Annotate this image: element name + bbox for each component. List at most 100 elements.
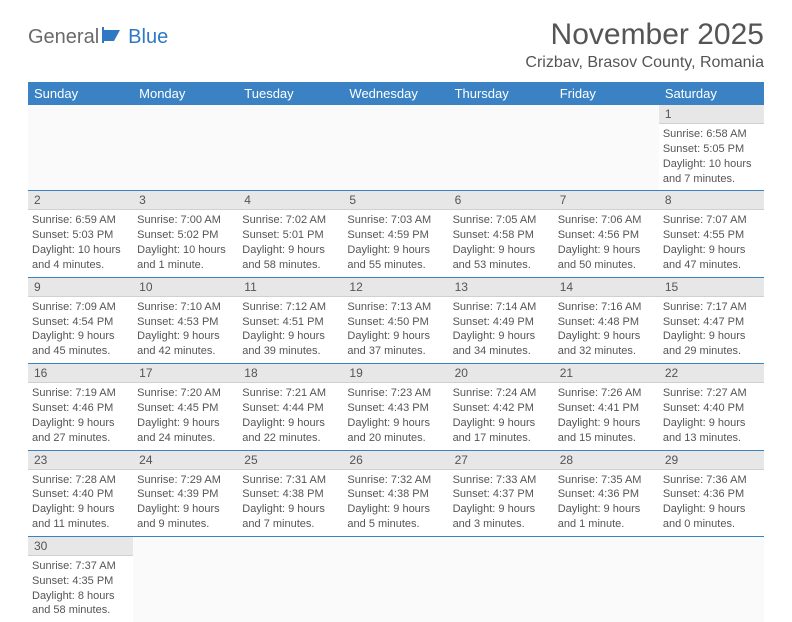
calendar-grid: SundayMondayTuesdayWednesdayThursdayFrid… bbox=[28, 82, 764, 622]
daylight-line: Daylight: 9 hours and 50 minutes. bbox=[558, 243, 655, 273]
calendar-day-cell: 11Sunrise: 7:12 AMSunset: 4:51 PMDayligh… bbox=[238, 277, 343, 363]
sunset-line: Sunset: 4:59 PM bbox=[347, 228, 444, 243]
calendar-day-cell: 14Sunrise: 7:16 AMSunset: 4:48 PMDayligh… bbox=[554, 277, 659, 363]
day-details: Sunrise: 7:13 AMSunset: 4:50 PMDaylight:… bbox=[343, 297, 448, 363]
day-number: 29 bbox=[659, 451, 764, 470]
day-details: Sunrise: 7:27 AMSunset: 4:40 PMDaylight:… bbox=[659, 383, 764, 449]
calendar-day-cell: 7Sunrise: 7:06 AMSunset: 4:56 PMDaylight… bbox=[554, 191, 659, 277]
day-details: Sunrise: 7:16 AMSunset: 4:48 PMDaylight:… bbox=[554, 297, 659, 363]
sunrise-line: Sunrise: 7:12 AM bbox=[242, 300, 339, 315]
calendar-empty-cell bbox=[659, 536, 764, 622]
sunrise-line: Sunrise: 7:35 AM bbox=[558, 473, 655, 488]
day-details: Sunrise: 7:29 AMSunset: 4:39 PMDaylight:… bbox=[133, 470, 238, 536]
sunrise-line: Sunrise: 7:24 AM bbox=[453, 386, 550, 401]
sunrise-line: Sunrise: 7:26 AM bbox=[558, 386, 655, 401]
day-number: 15 bbox=[659, 278, 764, 297]
day-details: Sunrise: 6:58 AMSunset: 5:05 PMDaylight:… bbox=[659, 124, 764, 190]
day-details: Sunrise: 7:17 AMSunset: 4:47 PMDaylight:… bbox=[659, 297, 764, 363]
calendar-empty-cell bbox=[449, 105, 554, 191]
sunset-line: Sunset: 4:37 PM bbox=[453, 487, 550, 502]
sunset-line: Sunset: 5:03 PM bbox=[32, 228, 129, 243]
calendar-header-row: SundayMondayTuesdayWednesdayThursdayFrid… bbox=[28, 82, 764, 105]
day-number: 13 bbox=[449, 278, 554, 297]
daylight-line: Daylight: 9 hours and 11 minutes. bbox=[32, 502, 129, 532]
day-number: 8 bbox=[659, 191, 764, 210]
calendar-empty-cell bbox=[133, 105, 238, 191]
calendar-day-cell: 26Sunrise: 7:32 AMSunset: 4:38 PMDayligh… bbox=[343, 450, 448, 536]
calendar-day-cell: 8Sunrise: 7:07 AMSunset: 4:55 PMDaylight… bbox=[659, 191, 764, 277]
daylight-line: Daylight: 9 hours and 42 minutes. bbox=[137, 329, 234, 359]
day-number: 14 bbox=[554, 278, 659, 297]
sunset-line: Sunset: 4:55 PM bbox=[663, 228, 760, 243]
sunrise-line: Sunrise: 7:07 AM bbox=[663, 213, 760, 228]
calendar-empty-cell bbox=[343, 536, 448, 622]
day-details: Sunrise: 7:26 AMSunset: 4:41 PMDaylight:… bbox=[554, 383, 659, 449]
daylight-line: Daylight: 10 hours and 4 minutes. bbox=[32, 243, 129, 273]
daylight-line: Daylight: 9 hours and 39 minutes. bbox=[242, 329, 339, 359]
calendar-day-cell: 5Sunrise: 7:03 AMSunset: 4:59 PMDaylight… bbox=[343, 191, 448, 277]
calendar-day-cell: 3Sunrise: 7:00 AMSunset: 5:02 PMDaylight… bbox=[133, 191, 238, 277]
day-details: Sunrise: 7:32 AMSunset: 4:38 PMDaylight:… bbox=[343, 470, 448, 536]
daylight-line: Daylight: 9 hours and 17 minutes. bbox=[453, 416, 550, 446]
calendar-day-cell: 10Sunrise: 7:10 AMSunset: 4:53 PMDayligh… bbox=[133, 277, 238, 363]
day-number: 12 bbox=[343, 278, 448, 297]
logo-text-blue: Blue bbox=[128, 26, 168, 49]
weekday-header: Thursday bbox=[449, 82, 554, 105]
day-details: Sunrise: 7:02 AMSunset: 5:01 PMDaylight:… bbox=[238, 210, 343, 276]
day-details: Sunrise: 7:31 AMSunset: 4:38 PMDaylight:… bbox=[238, 470, 343, 536]
sunset-line: Sunset: 5:05 PM bbox=[663, 142, 760, 157]
sunset-line: Sunset: 4:54 PM bbox=[32, 315, 129, 330]
calendar-empty-cell bbox=[554, 105, 659, 191]
day-details: Sunrise: 7:14 AMSunset: 4:49 PMDaylight:… bbox=[449, 297, 554, 363]
day-number: 20 bbox=[449, 364, 554, 383]
calendar-day-cell: 22Sunrise: 7:27 AMSunset: 4:40 PMDayligh… bbox=[659, 364, 764, 450]
sunset-line: Sunset: 4:53 PM bbox=[137, 315, 234, 330]
sunrise-line: Sunrise: 7:10 AM bbox=[137, 300, 234, 315]
sunset-line: Sunset: 4:43 PM bbox=[347, 401, 444, 416]
calendar-empty-cell bbox=[238, 105, 343, 191]
sunset-line: Sunset: 4:36 PM bbox=[558, 487, 655, 502]
sunset-line: Sunset: 4:39 PM bbox=[137, 487, 234, 502]
day-number: 26 bbox=[343, 451, 448, 470]
day-details: Sunrise: 7:10 AMSunset: 4:53 PMDaylight:… bbox=[133, 297, 238, 363]
daylight-line: Daylight: 9 hours and 22 minutes. bbox=[242, 416, 339, 446]
day-details: Sunrise: 7:23 AMSunset: 4:43 PMDaylight:… bbox=[343, 383, 448, 449]
day-number: 16 bbox=[28, 364, 133, 383]
sunrise-line: Sunrise: 7:37 AM bbox=[32, 559, 129, 574]
sunrise-line: Sunrise: 7:29 AM bbox=[137, 473, 234, 488]
day-details: Sunrise: 6:59 AMSunset: 5:03 PMDaylight:… bbox=[28, 210, 133, 276]
sunrise-line: Sunrise: 7:13 AM bbox=[347, 300, 444, 315]
calendar-day-cell: 24Sunrise: 7:29 AMSunset: 4:39 PMDayligh… bbox=[133, 450, 238, 536]
calendar-day-cell: 18Sunrise: 7:21 AMSunset: 4:44 PMDayligh… bbox=[238, 364, 343, 450]
sunset-line: Sunset: 4:48 PM bbox=[558, 315, 655, 330]
day-number: 6 bbox=[449, 191, 554, 210]
day-details: Sunrise: 7:00 AMSunset: 5:02 PMDaylight:… bbox=[133, 210, 238, 276]
calendar-day-cell: 25Sunrise: 7:31 AMSunset: 4:38 PMDayligh… bbox=[238, 450, 343, 536]
weekday-header: Friday bbox=[554, 82, 659, 105]
sunrise-line: Sunrise: 7:17 AM bbox=[663, 300, 760, 315]
calendar-day-cell: 1Sunrise: 6:58 AMSunset: 5:05 PMDaylight… bbox=[659, 105, 764, 191]
day-details: Sunrise: 7:03 AMSunset: 4:59 PMDaylight:… bbox=[343, 210, 448, 276]
header: General Blue November 2025 Crizbav, Bras… bbox=[28, 18, 764, 72]
calendar-day-cell: 27Sunrise: 7:33 AMSunset: 4:37 PMDayligh… bbox=[449, 450, 554, 536]
sunrise-line: Sunrise: 7:19 AM bbox=[32, 386, 129, 401]
calendar-day-cell: 4Sunrise: 7:02 AMSunset: 5:01 PMDaylight… bbox=[238, 191, 343, 277]
day-details: Sunrise: 7:21 AMSunset: 4:44 PMDaylight:… bbox=[238, 383, 343, 449]
sunrise-line: Sunrise: 7:36 AM bbox=[663, 473, 760, 488]
day-number: 17 bbox=[133, 364, 238, 383]
calendar-day-cell: 21Sunrise: 7:26 AMSunset: 4:41 PMDayligh… bbox=[554, 364, 659, 450]
daylight-line: Daylight: 9 hours and 9 minutes. bbox=[137, 502, 234, 532]
calendar-day-cell: 30Sunrise: 7:37 AMSunset: 4:35 PMDayligh… bbox=[28, 536, 133, 622]
calendar-day-cell: 23Sunrise: 7:28 AMSunset: 4:40 PMDayligh… bbox=[28, 450, 133, 536]
weekday-header: Saturday bbox=[659, 82, 764, 105]
day-number: 27 bbox=[449, 451, 554, 470]
calendar-day-cell: 19Sunrise: 7:23 AMSunset: 4:43 PMDayligh… bbox=[343, 364, 448, 450]
sunset-line: Sunset: 4:51 PM bbox=[242, 315, 339, 330]
sunrise-line: Sunrise: 7:33 AM bbox=[453, 473, 550, 488]
sunrise-line: Sunrise: 7:23 AM bbox=[347, 386, 444, 401]
calendar-day-cell: 15Sunrise: 7:17 AMSunset: 4:47 PMDayligh… bbox=[659, 277, 764, 363]
sunrise-line: Sunrise: 6:59 AM bbox=[32, 213, 129, 228]
sunset-line: Sunset: 4:58 PM bbox=[453, 228, 550, 243]
daylight-line: Daylight: 9 hours and 27 minutes. bbox=[32, 416, 129, 446]
daylight-line: Daylight: 9 hours and 32 minutes. bbox=[558, 329, 655, 359]
